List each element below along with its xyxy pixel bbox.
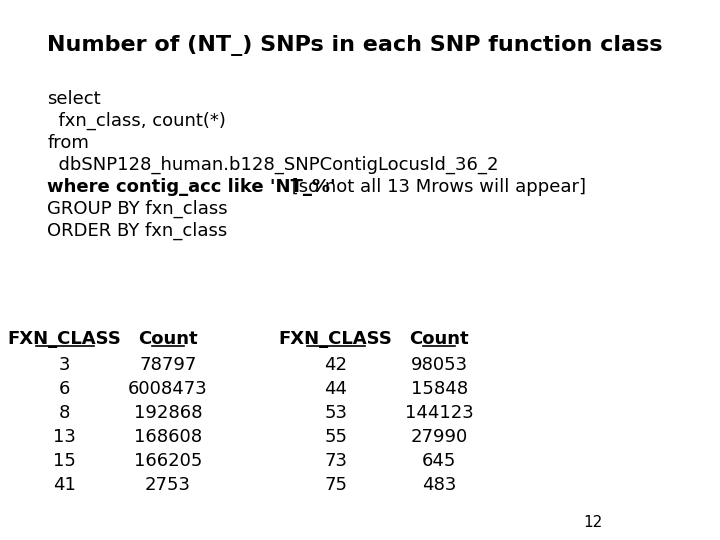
- Text: 98053: 98053: [410, 356, 468, 374]
- Text: 42: 42: [324, 356, 347, 374]
- Text: 12: 12: [583, 515, 603, 530]
- Text: fxn_class, count(*): fxn_class, count(*): [48, 112, 226, 130]
- Text: ORDER BY fxn_class: ORDER BY fxn_class: [48, 222, 228, 240]
- Text: 144123: 144123: [405, 404, 474, 422]
- Text: 2753: 2753: [145, 476, 191, 494]
- Text: 6: 6: [59, 380, 71, 398]
- Text: Count: Count: [409, 330, 469, 348]
- Text: 55: 55: [324, 428, 347, 446]
- Text: GROUP BY fxn_class: GROUP BY fxn_class: [48, 200, 228, 218]
- Text: Number of (NT_) SNPs in each SNP function class: Number of (NT_) SNPs in each SNP functio…: [48, 35, 663, 56]
- Text: 44: 44: [324, 380, 347, 398]
- Text: dbSNP128_human.b128_SNPContigLocusId_36_2: dbSNP128_human.b128_SNPContigLocusId_36_…: [48, 156, 499, 174]
- Text: 168608: 168608: [134, 428, 202, 446]
- Text: 78797: 78797: [139, 356, 197, 374]
- Text: FXN_CLASS: FXN_CLASS: [8, 330, 122, 348]
- Text: 75: 75: [324, 476, 347, 494]
- Text: from: from: [48, 134, 89, 152]
- Text: [so not all 13 Mrows will appear]: [so not all 13 Mrows will appear]: [263, 178, 585, 196]
- Text: FXN_CLASS: FXN_CLASS: [279, 330, 392, 348]
- Text: Count: Count: [138, 330, 198, 348]
- Text: where contig_acc like 'NT_%': where contig_acc like 'NT_%': [48, 178, 336, 196]
- Text: 192868: 192868: [134, 404, 202, 422]
- Text: 166205: 166205: [134, 452, 202, 470]
- Text: 27990: 27990: [410, 428, 468, 446]
- Text: 15: 15: [53, 452, 76, 470]
- Text: 8: 8: [59, 404, 71, 422]
- Text: 13: 13: [53, 428, 76, 446]
- Text: 483: 483: [422, 476, 456, 494]
- Text: 6008473: 6008473: [128, 380, 208, 398]
- Text: 645: 645: [422, 452, 456, 470]
- Text: 3: 3: [59, 356, 71, 374]
- Text: 73: 73: [324, 452, 347, 470]
- Text: 53: 53: [324, 404, 347, 422]
- Text: 15848: 15848: [410, 380, 468, 398]
- Text: select: select: [48, 90, 101, 108]
- Text: 41: 41: [53, 476, 76, 494]
